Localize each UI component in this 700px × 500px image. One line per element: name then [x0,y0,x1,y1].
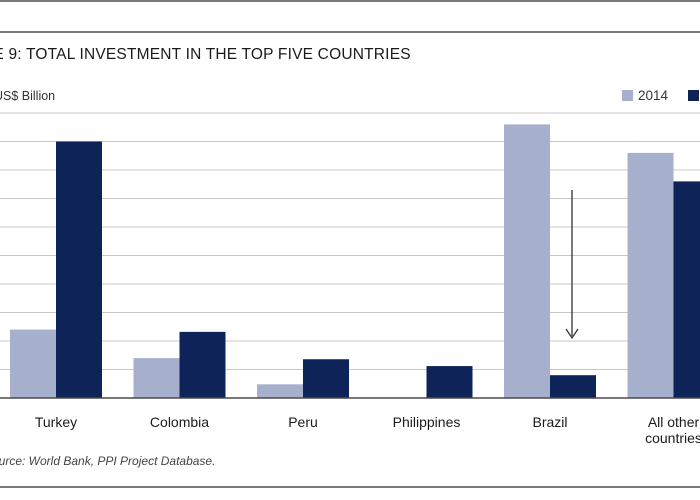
legend-label-2014: 2014 [638,88,669,103]
top-rule [0,0,700,2]
bar-series2-brazil [550,375,596,398]
bar-2014-turkey [10,329,56,398]
chart-title: RE 9: TOTAL INVESTMENT IN THE TOP FIVE C… [0,46,411,63]
x-tick-label: Colombia [150,414,209,430]
bar-series2-philippines [426,366,473,398]
mid-rule [0,31,700,33]
annotation-arrow-head [565,328,579,340]
legend-swatch-series2 [688,90,699,101]
bar-series2-peru [303,359,349,398]
bar-series2-all-other-countries [673,181,700,398]
x-tick-label: Brazil [532,414,567,430]
bar-2014-brazil [504,124,550,399]
x-tick-label: Peru [288,414,318,430]
source-note: ource: World Bank, PPI Project Database. [0,454,216,468]
bottom-rule [0,486,700,488]
bar-series2-turkey [56,141,102,398]
y-axis-label: US$ Billion [0,89,56,103]
x-tick-label: Turkey [35,414,77,430]
bar-2014-peru [257,384,303,398]
x-tick-label: All other countries [645,414,700,446]
bar-2014-colombia [133,358,180,398]
x-tick-label: Philippines [393,414,461,430]
bar-2014-all-other-countries [627,152,674,398]
legend-swatch-2014 [622,90,633,101]
bar-series2-colombia [179,331,226,398]
